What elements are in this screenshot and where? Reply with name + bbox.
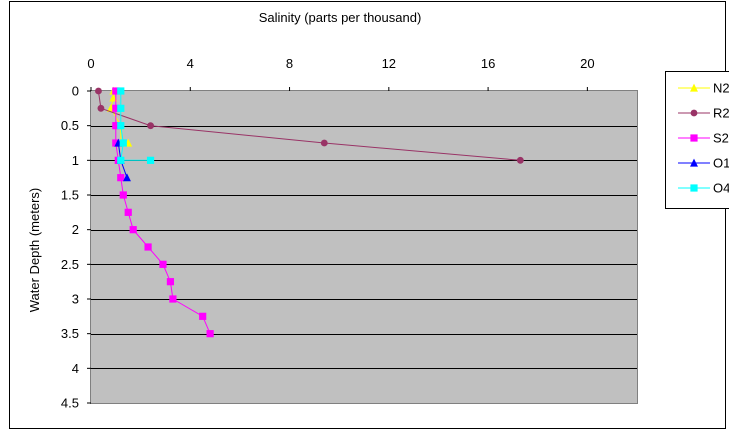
data-point-triangle: [690, 158, 698, 167]
data-point-square: [146, 156, 155, 164]
data-point-square: [166, 278, 175, 286]
data-point-square: [117, 122, 125, 130]
legend-label: R2: [713, 106, 729, 121]
x-tick-label: 4: [187, 56, 194, 71]
data-point-square: [112, 104, 120, 112]
gridlines: [91, 126, 637, 369]
y-tick-labels: 0 0.5 1 1.5 2 2.5 3 3.5 4 4.5: [61, 84, 91, 411]
series-o4: [117, 87, 155, 164]
data-point-square: [199, 312, 207, 320]
legend: N2 R2 S2 O1 O4: [665, 71, 729, 209]
x-axis-title: Salinity (parts per thousand): [259, 10, 422, 25]
data-point-square: [206, 330, 214, 338]
x-tick-label: 20: [580, 56, 594, 71]
data-point-square: [119, 139, 127, 147]
y-tick-label: 3.5: [61, 326, 79, 341]
legend-label: O1: [713, 156, 729, 171]
data-point-circle: [147, 122, 154, 130]
x-tick-labels: 0 4 8 12 16 20: [87, 56, 595, 91]
y-tick-label: 2: [72, 222, 79, 237]
data-point-square: [112, 87, 120, 95]
data-point-square: [112, 122, 120, 130]
x-tick-label: 8: [286, 56, 293, 71]
y-tick-label: 1: [72, 153, 79, 168]
y-tick-label: 0: [72, 84, 79, 99]
data-point-circle: [320, 139, 328, 147]
data-point-square: [117, 174, 125, 182]
data-point-circle: [690, 109, 698, 117]
legend-label: N2: [713, 81, 729, 96]
series-layer: [95, 86, 524, 338]
x-tick-label: 0: [87, 56, 94, 71]
data-point-square: [117, 104, 125, 112]
data-point-square: [144, 243, 152, 251]
data-point-circle: [97, 104, 105, 112]
data-point-square: [119, 191, 127, 199]
y-tick-label: 2.5: [61, 257, 79, 272]
data-point-square: [117, 87, 125, 95]
legend-item: O1: [678, 156, 729, 171]
series-r2: [95, 87, 524, 164]
data-point-triangle: [690, 83, 698, 92]
y-tick-label: 1.5: [61, 188, 79, 203]
data-point-square: [159, 260, 167, 268]
y-tick-label: 4.5: [61, 396, 79, 411]
plot-area: [90, 90, 638, 404]
x-tick-label: 12: [382, 56, 396, 71]
legend-item: O4: [678, 181, 729, 196]
legend-label: S2: [713, 131, 729, 146]
y-tick-label: 3: [72, 292, 79, 307]
legend-item: R2: [678, 106, 729, 121]
legend-item: N2: [678, 81, 729, 96]
x-tick-label: 16: [481, 56, 495, 71]
y-tick-label: 4: [72, 361, 79, 376]
y-axis-title: Water Depth (meters): [27, 188, 42, 313]
data-point-square: [112, 139, 120, 147]
data-point-square: [690, 184, 698, 192]
data-point-square: [690, 134, 698, 142]
y-tick-label: 0.5: [61, 118, 79, 133]
legend-item: S2: [678, 131, 729, 146]
data-point-square: [129, 226, 137, 234]
data-point-square: [169, 295, 177, 303]
data-point-square: [124, 208, 132, 216]
data-point-triangle: [123, 173, 131, 182]
data-point-circle: [95, 87, 102, 95]
legend-label: O4: [713, 181, 729, 196]
data-point-circle: [516, 156, 524, 164]
data-point-square: [117, 156, 125, 164]
